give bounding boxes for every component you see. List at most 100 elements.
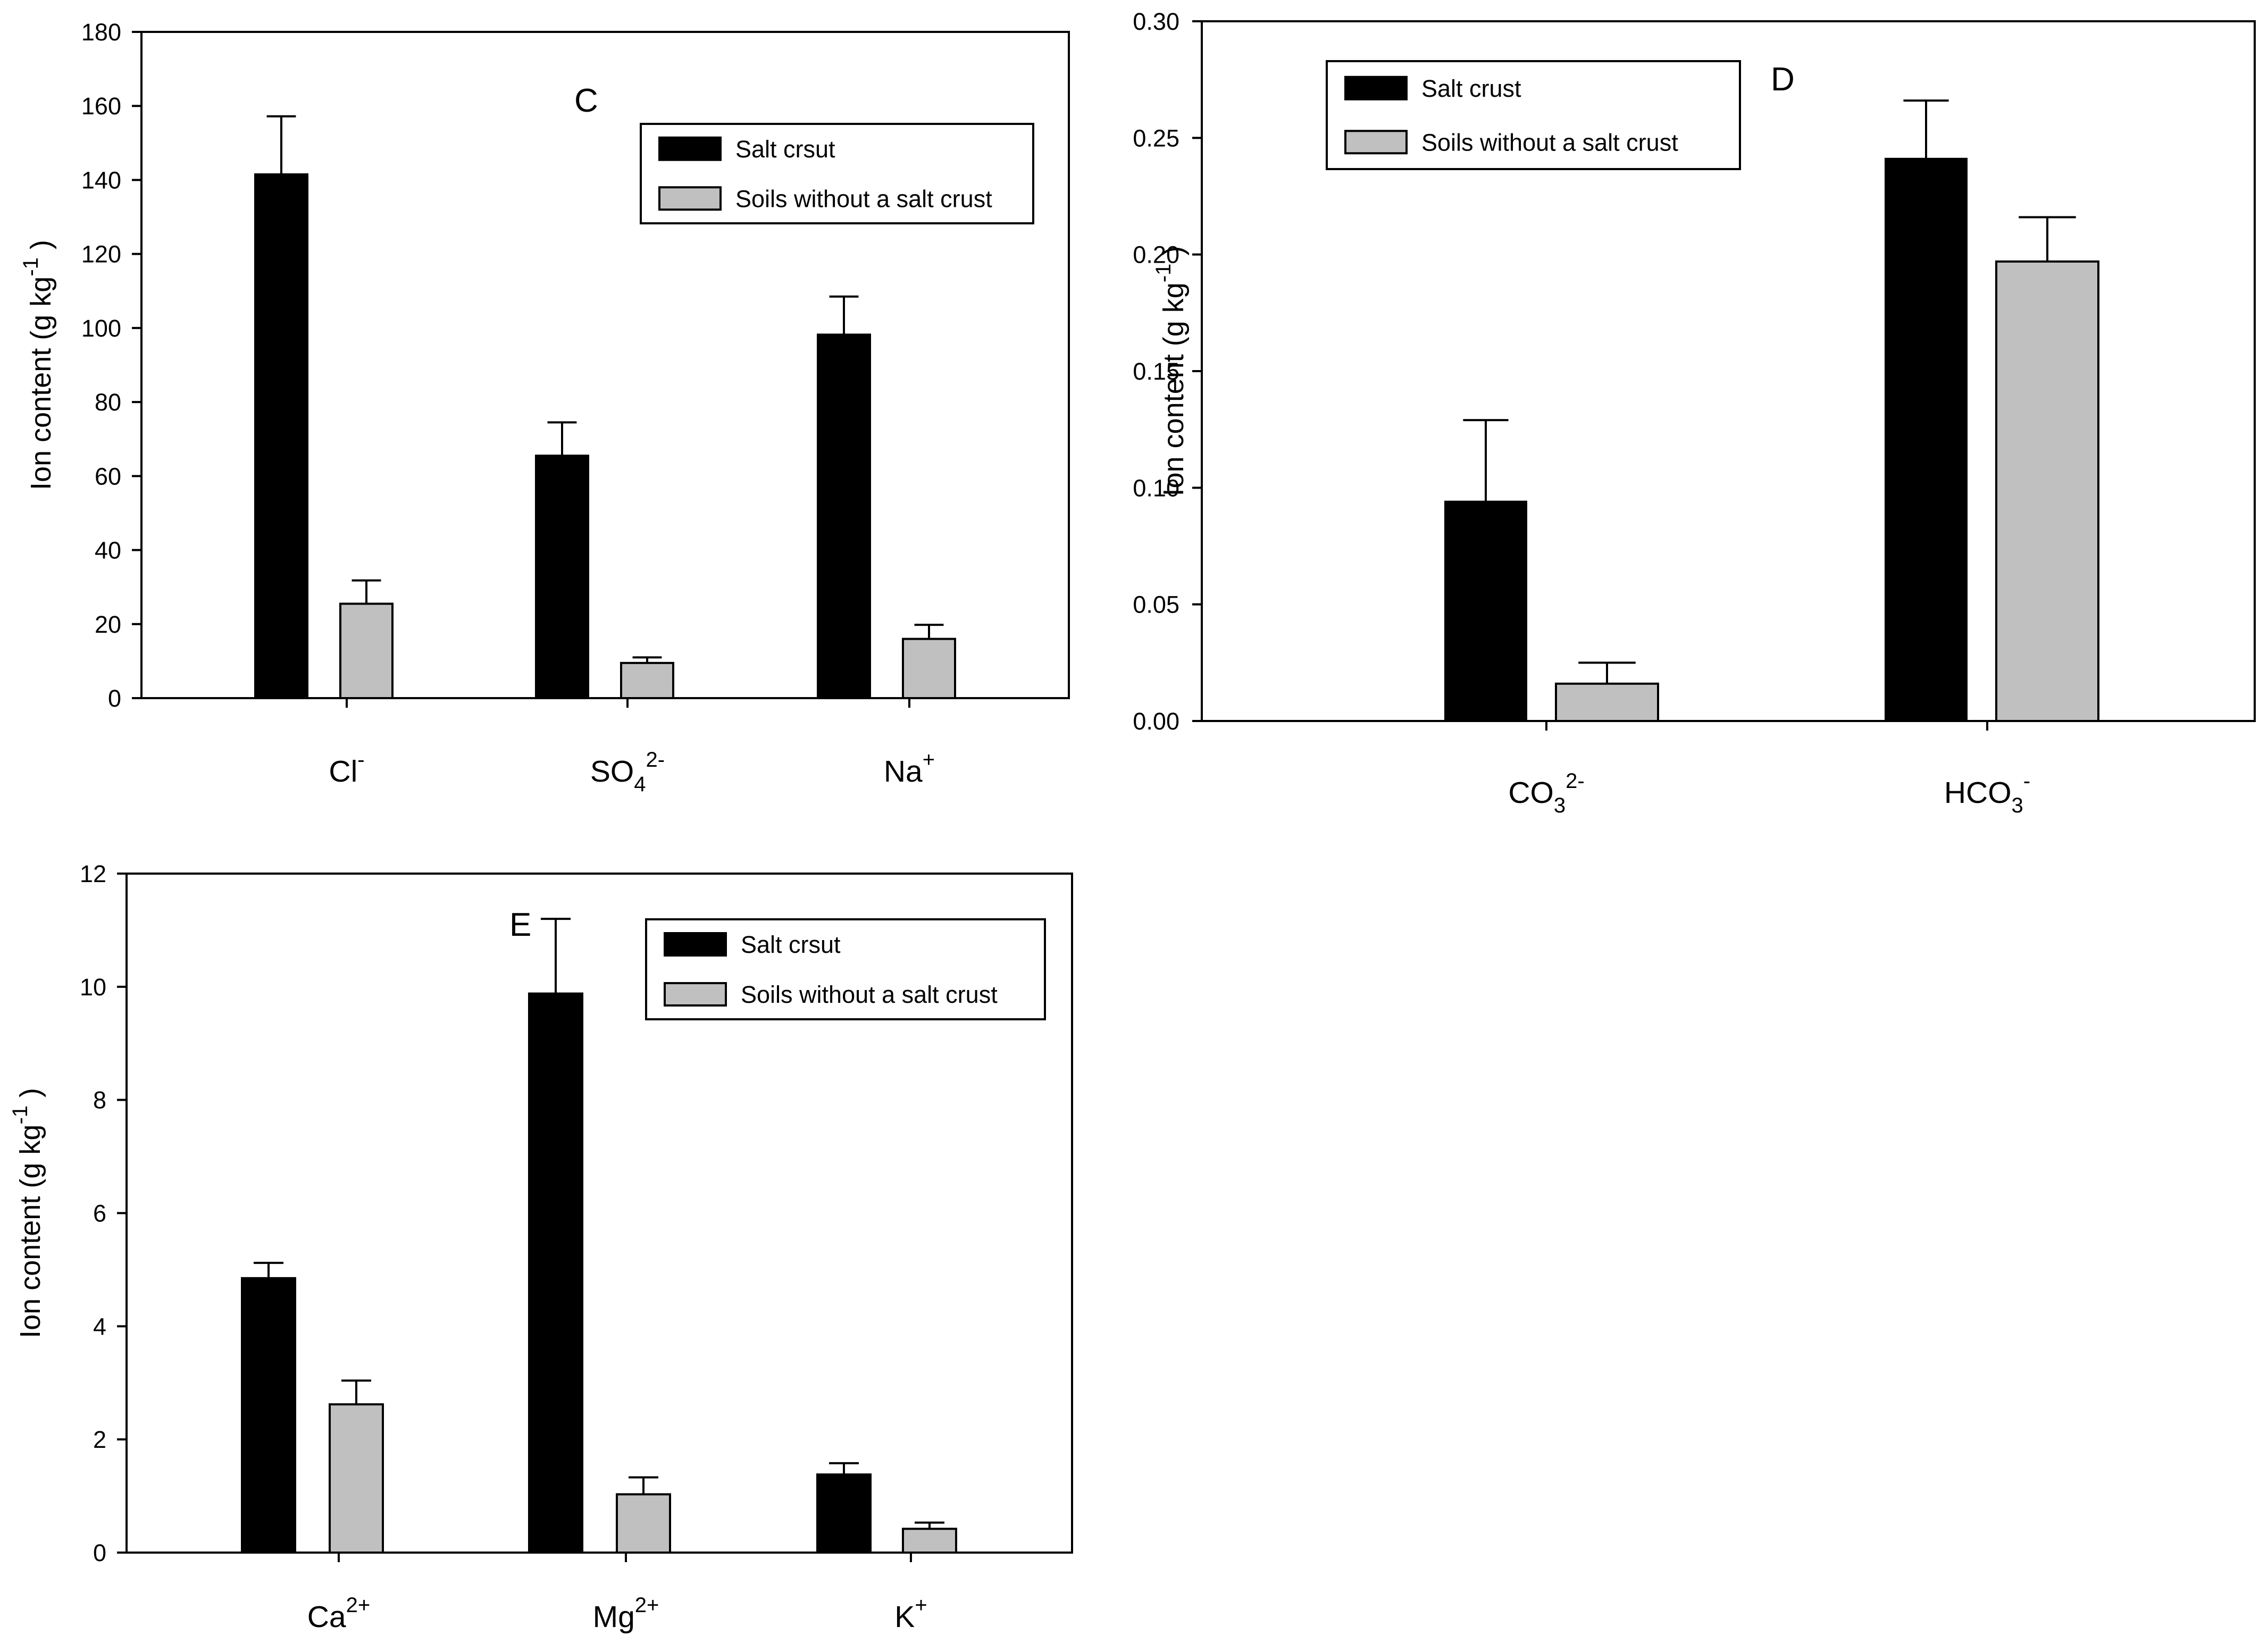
- bar-no-salt-crust: [616, 1493, 671, 1554]
- legend: Salt crsut Soils without a salt crust: [640, 123, 1034, 224]
- panel-label: E: [509, 907, 531, 943]
- panel-c: 0 20 40 60 80 100 120 140 160 180 Cl- SO42- Na+ Ion c…: [19, 19, 1070, 796]
- y-tick-label: 40: [95, 537, 121, 564]
- y-axis-label: Ion content (g kg-1 ): [19, 240, 57, 490]
- category-base: Mg: [593, 1600, 635, 1634]
- legend-swatch: [1344, 76, 1408, 100]
- legend: Salt crust Soils without a salt crust: [1326, 60, 1741, 170]
- category-subscript: 3: [1554, 794, 1566, 817]
- panel-label: D: [1771, 61, 1795, 98]
- legend-label: Salt crsut: [735, 136, 835, 163]
- legend-swatch: [1344, 130, 1408, 155]
- y-tick-label: 0: [108, 685, 121, 712]
- legend-label: Salt crust: [1421, 75, 1521, 102]
- legend-swatch: [664, 982, 727, 1007]
- y-tick-label: 0.30: [1133, 8, 1179, 35]
- y-tick-label: 60: [95, 463, 121, 490]
- panel-label: C: [574, 82, 598, 119]
- y-tick-label: 120: [81, 241, 121, 268]
- y-label-superscript: -1: [19, 257, 43, 276]
- bar-salt-crust: [241, 1277, 296, 1554]
- category-base: SO: [590, 754, 634, 789]
- y-tick-label: 0.20: [1133, 241, 1179, 269]
- x-category-label: CO32-: [1508, 769, 1584, 817]
- category-base: K: [894, 1600, 915, 1634]
- y-tick-label: 0.10: [1133, 474, 1179, 501]
- bar-salt-crust: [1444, 500, 1527, 722]
- bar-no-salt-crust: [329, 1403, 384, 1554]
- y-label-close: ): [1158, 246, 1190, 264]
- bar-no-salt-crust: [1555, 682, 1659, 723]
- y-label-close: ): [25, 240, 57, 257]
- y-tick-label: 4: [93, 1313, 106, 1340]
- bar-salt-crust: [528, 992, 583, 1554]
- legend-swatch: [658, 136, 722, 161]
- bar-salt-crust: [816, 1473, 872, 1554]
- y-tick-label: 80: [95, 389, 121, 416]
- y-tick-label: 8: [93, 1087, 106, 1114]
- y-axis-label: Ion content (g kg-1 ): [9, 1088, 46, 1338]
- category-superscript: 2+: [346, 1594, 371, 1617]
- x-category-label: K+: [894, 1594, 927, 1634]
- category-superscript: +: [923, 748, 935, 772]
- category-base: Ca: [307, 1600, 346, 1634]
- bar-salt-crust: [1885, 157, 1968, 722]
- y-label-close: ): [14, 1088, 46, 1105]
- category-superscript: -: [2023, 769, 2030, 793]
- category-subscript: 3: [2012, 794, 2023, 817]
- bar-salt-crust: [535, 455, 589, 700]
- x-category-label: SO42-: [590, 748, 665, 796]
- y-tick-label: 160: [81, 93, 121, 120]
- y-label-superscript: -1: [9, 1105, 32, 1125]
- y-tick-label: 20: [95, 611, 121, 638]
- legend-swatch: [658, 186, 722, 211]
- y-tick-label: 0: [93, 1539, 106, 1566]
- bar-no-salt-crust: [902, 1528, 957, 1554]
- legend-label: Soils without a salt crust: [735, 185, 992, 212]
- category-base: Cl: [329, 754, 357, 789]
- category-superscript: -: [357, 748, 364, 772]
- legend-swatch: [664, 932, 727, 957]
- x-category-label: Na+: [884, 748, 935, 789]
- plot-frame: [140, 31, 1070, 699]
- legend-label: Soils without a salt crust: [1421, 129, 1678, 156]
- y-tick-label: 0.00: [1133, 708, 1179, 735]
- y-label-text: Ion content (g kg: [1158, 282, 1190, 496]
- category-superscript: 2+: [635, 1594, 659, 1617]
- bar-no-salt-crust: [339, 602, 394, 700]
- y-axis-label: Ion content (g kg-1 ): [1152, 246, 1190, 497]
- category-superscript: 2-: [646, 748, 665, 772]
- bar-no-salt-crust: [1995, 260, 2099, 722]
- x-category-label: Mg2+: [593, 1594, 659, 1634]
- x-category-label: Ca2+: [307, 1594, 370, 1634]
- y-tick-label: 12: [80, 860, 106, 887]
- x-category-label: Cl-: [329, 748, 364, 789]
- bar-salt-crust: [817, 333, 871, 699]
- y-tick-label: 2: [93, 1426, 106, 1453]
- legend: Salt crsut Soils without a salt crust: [645, 918, 1046, 1020]
- y-tick-label: 10: [80, 974, 106, 1001]
- legend-label: Soils without a salt crust: [741, 981, 998, 1008]
- legend-label: Salt crsut: [741, 931, 841, 958]
- y-tick-label: 100: [81, 315, 121, 342]
- category-superscript: 2-: [1566, 769, 1585, 793]
- y-label-text: Ion content (g kg: [14, 1125, 46, 1338]
- x-category-label: HCO3-: [1944, 769, 2030, 817]
- category-base: HCO: [1944, 776, 2012, 810]
- y-tick-label: 140: [81, 166, 121, 194]
- category-subscript: 4: [634, 773, 646, 796]
- bar-salt-crust: [254, 173, 308, 699]
- y-tick-label: 180: [81, 19, 121, 46]
- y-tick-label: 0.05: [1133, 591, 1179, 618]
- y-tick-label: 0.25: [1133, 124, 1179, 152]
- y-tick-label: 0.15: [1133, 358, 1179, 385]
- y-label-text: Ion content (g kg: [25, 276, 57, 490]
- category-base: CO: [1508, 776, 1554, 810]
- y-tick-label: 6: [93, 1200, 106, 1227]
- bar-no-salt-crust: [620, 661, 674, 699]
- y-label-superscript: -1: [1152, 264, 1175, 283]
- bar-no-salt-crust: [902, 638, 956, 699]
